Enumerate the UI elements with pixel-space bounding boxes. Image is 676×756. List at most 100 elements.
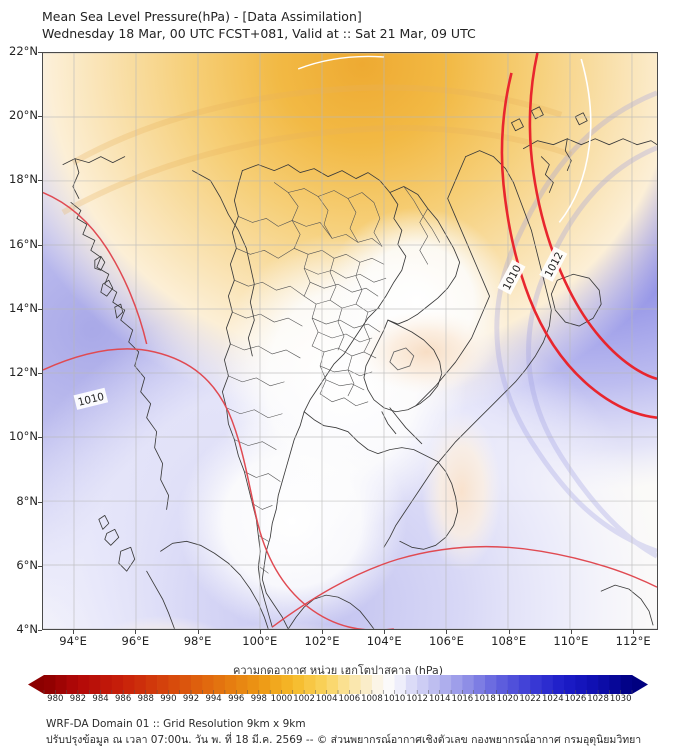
lon-tick-mark bbox=[384, 630, 386, 634]
colorbar-cell bbox=[530, 675, 542, 694]
lat-tick-mark bbox=[38, 180, 42, 182]
lat-tick-label: 10°N bbox=[9, 429, 38, 444]
colorbar-value-label: 1012 bbox=[406, 694, 428, 704]
lon-tick-label: 94°E bbox=[59, 634, 87, 648]
colorbar-cell bbox=[518, 675, 531, 694]
lat-tick-mark bbox=[38, 244, 42, 246]
colorbar-cell bbox=[417, 675, 429, 694]
lon-tick-label: 96°E bbox=[121, 634, 150, 648]
lat-tick-label: 12°N bbox=[9, 365, 38, 380]
lon-tick-mark bbox=[570, 630, 572, 634]
page-title: Mean Sea Level Pressure(hPa) - [Data Ass… bbox=[42, 9, 362, 24]
model-domain-info: WRF-DA Domain 01 :: Grid Resolution 9km … bbox=[46, 718, 306, 730]
colorbar-cell bbox=[145, 675, 158, 694]
lat-tick-mark bbox=[38, 373, 42, 375]
colorbar-value-label: 1006 bbox=[338, 694, 361, 704]
colorbar-cell bbox=[405, 675, 418, 694]
lat-tick-label: 14°N bbox=[9, 300, 38, 315]
colorbar-value-label: 1028 bbox=[587, 694, 609, 704]
lon-tick-label: 106°E bbox=[428, 634, 464, 648]
colorbar-cell bbox=[213, 675, 226, 694]
colorbar-value-label: 994 bbox=[205, 694, 222, 704]
copyright-update-info: ปรับปรุงข้อมูล ณ เวลา 07:00น. วัน พ. ที่… bbox=[46, 734, 642, 746]
colorbar-caption: ความกดอากาศ หน่วย เฮกโตปาสคาล (hPa) bbox=[232, 664, 444, 677]
coastlines-layer bbox=[62, 106, 657, 629]
lon-tick-label: 104°E bbox=[366, 634, 402, 648]
colorbar-cell bbox=[168, 675, 181, 694]
lon-tick-mark bbox=[446, 630, 448, 634]
colorbar-cell bbox=[292, 675, 305, 694]
colorbar-svg bbox=[28, 675, 648, 694]
colorbar-value-label: 998 bbox=[250, 694, 267, 704]
forecast-validity-subtitle: Wednesday 18 Mar, 00 UTC FCST+081, Valid… bbox=[42, 26, 476, 41]
lon-tick-mark bbox=[197, 630, 199, 634]
lat-tick-label: 20°N bbox=[9, 108, 38, 123]
colorbar-cell bbox=[66, 675, 79, 694]
colorbar-cell bbox=[575, 675, 588, 694]
colorbar-cell bbox=[281, 675, 294, 694]
lat-tick-label: 6°N bbox=[16, 557, 38, 572]
lat-tick-label: 8°N bbox=[16, 493, 38, 508]
colorbar-value-label: 1004 bbox=[315, 694, 338, 704]
lat-tick-label: 22°N bbox=[9, 44, 38, 58]
lon-tick-mark bbox=[73, 630, 75, 634]
colorbar-value-label: 986 bbox=[115, 694, 132, 704]
colorbar-value-label: 982 bbox=[69, 694, 87, 704]
pressure-colorbar[interactable] bbox=[28, 675, 648, 694]
colorbar-value-label: 1002 bbox=[293, 694, 315, 704]
lat-tick-mark bbox=[38, 308, 42, 310]
colorbar-extend-low bbox=[28, 675, 44, 694]
colorbar-cell bbox=[270, 675, 282, 694]
colorbar-cell bbox=[371, 675, 384, 694]
colorbar-value-label: 1020 bbox=[496, 694, 519, 704]
colorbar-value-label: 1016 bbox=[451, 694, 474, 704]
colorbar-cell bbox=[360, 675, 373, 694]
colorbar-value-label: 988 bbox=[137, 694, 154, 704]
colorbar-extend-high bbox=[632, 675, 648, 694]
lon-tick-mark bbox=[508, 630, 510, 634]
colorbar-value-label: 1014 bbox=[428, 694, 451, 704]
colorbar-cell bbox=[439, 675, 452, 694]
weather-map-panel[interactable]: 1010 1010 1012 bbox=[42, 52, 658, 630]
colorbar-cell bbox=[224, 675, 237, 694]
lon-tick-label: 98°E bbox=[183, 634, 212, 648]
colorbar-cell bbox=[44, 675, 56, 694]
colorbar-cell bbox=[157, 675, 169, 694]
footer-block: WRF-DA Domain 01 :: Grid Resolution 9km … bbox=[46, 716, 666, 748]
map-gridlines bbox=[43, 53, 657, 629]
lon-tick-label: 112°E bbox=[615, 634, 651, 648]
lat-tick-mark bbox=[38, 630, 42, 631]
lon-tick-mark bbox=[259, 630, 261, 634]
lon-tick-mark bbox=[322, 630, 323, 634]
colorbar-cell bbox=[123, 675, 135, 694]
lat-tick-mark bbox=[38, 437, 42, 439]
colorbar-cell bbox=[620, 675, 633, 694]
lat-tick-label: 4°N bbox=[16, 622, 38, 636]
colorbar-cell bbox=[100, 675, 113, 694]
colorbar-cell bbox=[326, 675, 339, 694]
colorbar-cell bbox=[111, 675, 124, 694]
lat-tick-mark bbox=[38, 116, 42, 118]
lon-tick-mark bbox=[633, 630, 635, 634]
colorbar-cell bbox=[564, 675, 576, 694]
colorbar-cell bbox=[485, 675, 497, 694]
lon-tick-mark bbox=[135, 630, 137, 634]
colorbar-cell bbox=[507, 675, 520, 694]
colorbar-cell bbox=[202, 675, 214, 694]
colorbar-value-label: 1008 bbox=[361, 694, 383, 704]
colorbar-value-label: 1024 bbox=[542, 694, 564, 704]
colorbar-cell bbox=[304, 675, 316, 694]
colorbar-cell bbox=[236, 675, 248, 694]
title-block: Mean Sea Level Pressure(hPa) - [Data Ass… bbox=[42, 8, 662, 42]
colorbar-value-label: 992 bbox=[182, 694, 200, 704]
colorbar-value-label: 990 bbox=[160, 694, 177, 704]
colorbar-value-label: 1000 bbox=[270, 694, 293, 704]
colorbar-tick-labels: 980 982 984 986 988 990 992 994 996 998 1000 1002 10… bbox=[28, 694, 648, 708]
colorbar-cell bbox=[349, 675, 361, 694]
colorbar-cell bbox=[428, 675, 441, 694]
colorbar-cell bbox=[473, 675, 486, 694]
colorbar-cell bbox=[315, 675, 328, 694]
colorbar-cell bbox=[609, 675, 622, 694]
lat-tick-label: 16°N bbox=[9, 236, 38, 251]
colorbar-cell bbox=[462, 675, 475, 694]
